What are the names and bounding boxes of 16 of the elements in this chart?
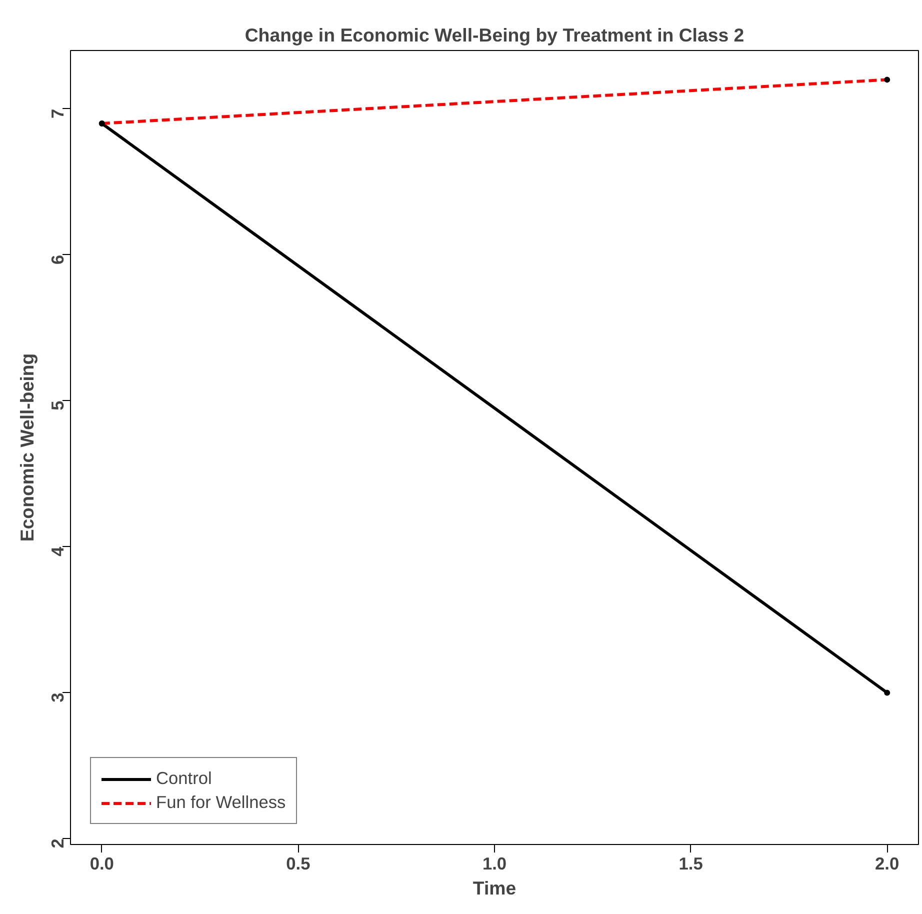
y-axis-title: Economic Well-being xyxy=(16,353,38,542)
y-tick-label: 3 xyxy=(48,692,68,702)
y-tick-label: 6 xyxy=(48,254,68,264)
legend-label: Fun for Wellness xyxy=(156,792,286,813)
x-axis-title: Time xyxy=(472,878,516,898)
legend-label: Control xyxy=(156,768,212,789)
x-tick-label: 1.0 xyxy=(482,854,507,874)
x-tick-label: 0.0 xyxy=(90,854,114,874)
y-tick-label: 7 xyxy=(48,108,68,119)
x-tick-label: 2.0 xyxy=(875,854,900,874)
y-tick-label: 4 xyxy=(48,546,68,556)
y-tick-label: 2 xyxy=(48,838,68,848)
chart-title: Change in Economic Well-Being by Treatment in Class 2 xyxy=(244,24,744,46)
y-tick-label: 5 xyxy=(48,400,68,410)
x-tick-label: 0.5 xyxy=(286,854,311,874)
x-tick-label: 1.5 xyxy=(678,854,704,874)
